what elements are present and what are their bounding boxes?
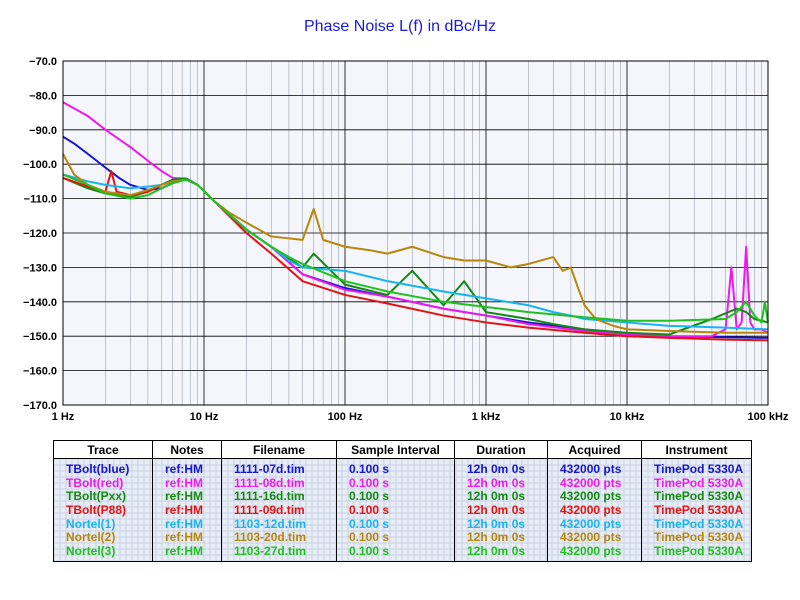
header-duration: Duration [454,440,548,459]
trace-acquired: 432000 pts [547,544,642,563]
y-axis-labels: −70.0 −80.0 −90.0 −100.0 −110.0 −120.0 −130.0 −… [23,56,57,412]
trace-acquired: 432000 pts [547,504,642,518]
trace-acquired: 432000 pts [547,458,642,477]
header-instrument: Instrument [641,440,752,459]
trace-legend-table: Trace Notes Filename Sample Interval Dur… [53,440,752,563]
legend-row: Nortel(2) ref:HM 1103-20d.tim 0.100 s 12… [53,531,752,545]
trace-sample-interval: 0.100 s [336,544,455,563]
trace-name: TBolt(red) [53,477,153,491]
trace-sample-interval: 0.100 s [336,531,455,545]
x-tick-label: 100 kHz [748,411,789,423]
trace-notes: ref:HM [152,517,222,531]
trace-notes: ref:HM [152,458,222,477]
trace-name: TBolt(P88) [53,504,153,518]
phase-noise-chart: −70.0 −80.0 −90.0 −100.0 −110.0 −120.0 −130.0 −… [23,56,789,423]
x-tick-label: 1 Hz [52,411,75,423]
trace-instrument: TimePod 5330A [641,531,752,545]
trace-sample-interval: 0.100 s [336,477,455,491]
legend-header-row: Trace Notes Filename Sample Interval Dur… [53,440,752,459]
header-trace: Trace [53,440,153,459]
trace-instrument: TimePod 5330A [641,544,752,563]
header-filename: Filename [221,440,337,459]
trace-duration: 12h 0m 0s [454,458,548,477]
trace-filename: 1111-08d.tim [221,477,337,491]
trace-notes: ref:HM [152,490,222,504]
trace-duration: 12h 0m 0s [454,504,548,518]
trace-name: Nortel(2) [53,531,153,545]
trace-instrument: TimePod 5330A [641,517,752,531]
trace-filename: 1103-27d.tim [221,544,337,563]
x-tick-label: 10 kHz [610,411,645,423]
trace-instrument: TimePod 5330A [641,458,752,477]
trace-duration: 12h 0m 0s [454,517,548,531]
trace-duration: 12h 0m 0s [454,531,548,545]
trace-acquired: 432000 pts [547,517,642,531]
legend-row: TBolt(P88) ref:HM 1111-09d.tim 0.100 s 1… [53,504,752,518]
trace-filename: 1111-09d.tim [221,504,337,518]
series-line [62,153,768,334]
series-line [62,170,769,342]
trace-instrument: TimePod 5330A [641,477,752,491]
series-line [62,173,769,324]
header-acquired: Acquired [547,440,642,459]
y-tick-label: −140.0 [23,297,57,309]
trace-duration: 12h 0m 0s [454,477,548,491]
y-tick-label: −100.0 [23,159,57,171]
trace-filename: 1111-16d.tim [221,490,337,504]
trace-acquired: 432000 pts [547,531,642,545]
plot-frame [62,60,769,406]
x-tick-label: 1 kHz [472,411,501,423]
trace-instrument: TimePod 5330A [641,504,752,518]
trace-notes: ref:HM [152,544,222,563]
trace-notes: ref:HM [152,531,222,545]
y-tick-label: −80.0 [29,90,57,102]
y-tick-label: −110.0 [24,194,57,206]
trace-acquired: 432000 pts [547,490,642,504]
trace-instrument: TimePod 5330A [641,490,752,504]
y-tick-label: −150.0 [23,331,57,343]
series-line [62,173,769,331]
y-tick-label: −170.0 [23,400,57,412]
legend-row: TBolt(red) ref:HM 1111-08d.tim 0.100 s 1… [53,477,752,491]
trace-duration: 12h 0m 0s [454,544,548,563]
legend-row: Nortel(3) ref:HM 1103-27d.tim 0.100 s 12… [53,544,752,563]
trace-name: TBolt(Pxx) [53,490,153,504]
legend-row: TBolt(blue) ref:HM 1111-07d.tim 0.100 s … [53,458,752,477]
series-layer [62,101,769,342]
header-sample-interval: Sample Interval [336,440,455,459]
trace-acquired: 432000 pts [547,477,642,491]
y-tick-label: −90.0 [29,125,57,137]
chart-title: Phase Noise L(f) in dBc/Hz [303,18,497,35]
trace-notes: ref:HM [152,477,222,491]
legend-row: Nortel(1) ref:HM 1103-12d.tim 0.100 s 12… [53,517,752,531]
trace-notes: ref:HM [152,504,222,518]
x-tick-label: 100 Hz [328,411,363,423]
trace-sample-interval: 0.100 s [336,504,455,518]
trace-filename: 1103-12d.tim [221,517,337,531]
series-line [62,101,769,338]
trace-duration: 12h 0m 0s [454,490,548,504]
trace-filename: 1103-20d.tim [221,531,337,545]
trace-name: Nortel(3) [53,544,153,563]
legend-body: TBolt(blue) ref:HM 1111-07d.tim 0.100 s … [53,458,752,563]
legend-row: TBolt(Pxx) ref:HM 1111-16d.tim 0.100 s 1… [53,490,752,504]
trace-filename: 1111-07d.tim [221,458,337,477]
trace-sample-interval: 0.100 s [336,458,455,477]
y-tick-label: −160.0 [23,366,57,378]
y-tick-label: −130.0 [23,262,57,274]
trace-sample-interval: 0.100 s [336,490,455,504]
header-notes: Notes [152,440,222,459]
y-tick-label: −70.0 [29,56,57,68]
x-axis-labels: 1 Hz 10 Hz 100 Hz 1 kHz 10 kHz 100 kHz [52,411,789,423]
trace-sample-interval: 0.100 s [336,517,455,531]
trace-name: TBolt(blue) [53,458,153,477]
x-tick-label: 10 Hz [190,411,219,423]
y-tick-label: −120.0 [23,228,57,240]
trace-name: Nortel(1) [53,517,153,531]
